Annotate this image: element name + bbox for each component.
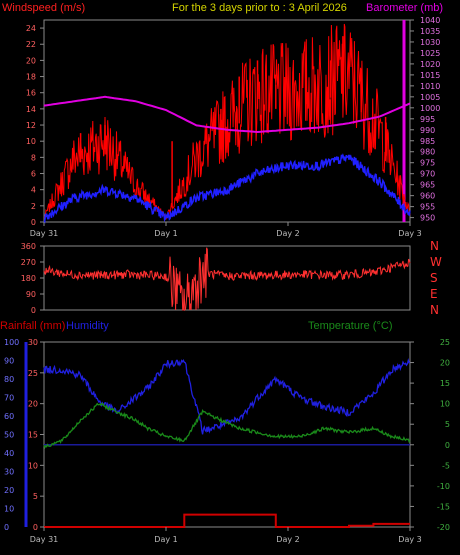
windspeed-tick-label: 4 xyxy=(31,186,36,195)
temperature-tick-label: 25 xyxy=(440,338,450,347)
temperature-tick-label: -10 xyxy=(437,482,450,491)
humidity-tick-label: 10 xyxy=(4,505,14,514)
windspeed-tick-label: 0 xyxy=(31,218,36,227)
rainfall-tick-label: 15 xyxy=(28,431,38,440)
barometer-tick-label: 1040 xyxy=(420,16,440,25)
rainfall-tick-label: 10 xyxy=(28,461,38,470)
temperature-tick-label: -20 xyxy=(437,523,450,532)
barometer-tick-label: 955 xyxy=(420,203,435,212)
temperature-line xyxy=(43,402,411,449)
compass-label-e: E xyxy=(430,287,438,301)
temperature-tick-label: -15 xyxy=(437,502,450,511)
wind-plot-frame xyxy=(43,19,411,223)
compass-label-s: S xyxy=(430,271,438,285)
compass-label-n: N xyxy=(430,303,439,317)
humidity-axis-label: Humidity xyxy=(66,320,109,332)
temperature-tick-label: -5 xyxy=(442,461,450,470)
compass-label-n: N xyxy=(430,239,439,253)
day-tick-label: Day 1 xyxy=(154,229,177,238)
windspeed-axis-label: Windspeed (m/s) xyxy=(2,2,85,14)
barometer-tick-label: 960 xyxy=(420,192,435,201)
rainfall-line xyxy=(44,513,410,528)
rainfall-tick-label: 20 xyxy=(28,400,38,409)
rainfall-tick-label: 30 xyxy=(28,338,38,347)
direction-tick-label: 90 xyxy=(26,290,36,299)
windspeed-average-line xyxy=(43,153,411,224)
direction-tick-label: 180 xyxy=(21,274,36,283)
day-tick-label: Day 2 xyxy=(276,535,299,544)
barometer-tick-label: 975 xyxy=(420,159,435,168)
rainfall-tick-label: 5 xyxy=(33,492,38,501)
windspeed-tick-label: 20 xyxy=(26,56,36,65)
rain-humidity-temperature-panel: 0102030405060708090100051015202530-20-15… xyxy=(4,338,450,544)
windspeed-gust-line xyxy=(43,23,411,221)
day-tick-label: Day 31 xyxy=(30,535,59,544)
windspeed-tick-label: 6 xyxy=(31,170,36,179)
day-tick-label: Day 2 xyxy=(276,229,299,238)
direction-tick-label: 270 xyxy=(21,258,36,267)
day-tick-label: Day 3 xyxy=(398,535,421,544)
rainfall-tick-label: 25 xyxy=(28,369,38,378)
temperature-tick-label: 15 xyxy=(440,379,450,388)
wind-direction-line xyxy=(43,247,411,312)
temperature-tick-label: 10 xyxy=(440,400,450,409)
barometer-tick-label: 995 xyxy=(420,115,435,124)
barometer-tick-label: 980 xyxy=(420,148,435,157)
barometer-tick-label: 985 xyxy=(420,137,435,146)
temperature-axis-label: Temperature (°C) xyxy=(308,320,392,332)
windspeed-tick-label: 16 xyxy=(26,89,36,98)
windspeed-tick-label: 8 xyxy=(31,153,36,162)
windspeed-tick-label: 12 xyxy=(26,121,36,130)
wind-barometer-panel: 0246810121416182022249509559609659709759… xyxy=(26,16,441,238)
barometer-tick-label: 1000 xyxy=(420,104,440,113)
barometer-tick-label: 950 xyxy=(420,214,435,223)
day-tick-label: Day 31 xyxy=(30,229,59,238)
barometer-tick-label: 1015 xyxy=(420,71,440,80)
temperature-tick-label: 20 xyxy=(440,359,450,368)
humidity-tick-label: 0 xyxy=(4,523,9,532)
barometer-tick-label: 990 xyxy=(420,126,435,135)
humidity-tick-label: 70 xyxy=(4,394,14,403)
barometer-tick-label: 1005 xyxy=(420,93,440,102)
barometer-tick-label: 970 xyxy=(420,170,435,179)
humidity-tick-label: 40 xyxy=(4,449,14,458)
humidity-tick-label: 60 xyxy=(4,412,14,421)
barometer-line xyxy=(43,95,411,134)
rainfall-axis-label: Rainfall (mm) xyxy=(0,320,65,332)
barometer-axis-label: Barometer (mb) xyxy=(366,2,443,14)
windspeed-tick-label: 18 xyxy=(26,73,36,82)
windspeed-tick-label: 10 xyxy=(26,137,36,146)
humidity-tick-label: 30 xyxy=(4,468,14,477)
barometer-tick-label: 1030 xyxy=(420,38,440,47)
humidity-tick-label: 50 xyxy=(4,431,14,440)
humidity-tick-label: 80 xyxy=(4,375,14,384)
compass-label-w: W xyxy=(430,255,442,269)
day-tick-label: Day 3 xyxy=(398,229,421,238)
temperature-tick-label: 0 xyxy=(445,441,450,450)
barometer-tick-label: 1020 xyxy=(420,60,440,69)
temperature-tick-label: 5 xyxy=(445,420,450,429)
day-tick-label: Day 1 xyxy=(154,535,177,544)
humidity-tick-label: 20 xyxy=(4,486,14,495)
humidity-tick-label: 90 xyxy=(4,357,14,366)
chart-title: For the 3 days prior to : 3 April 2026 xyxy=(172,2,347,14)
windspeed-tick-label: 24 xyxy=(26,24,36,33)
barometer-tick-label: 1010 xyxy=(420,82,440,91)
windspeed-tick-label: 2 xyxy=(31,202,36,211)
rainfall-tick-label: 0 xyxy=(33,523,38,532)
barometer-tick-label: 965 xyxy=(420,181,435,190)
windspeed-tick-label: 14 xyxy=(26,105,36,114)
barometer-tick-label: 1025 xyxy=(420,49,440,58)
direction-tick-label: 360 xyxy=(21,242,36,251)
windspeed-tick-label: 22 xyxy=(26,40,36,49)
barometer-tick-label: 1035 xyxy=(420,27,440,36)
direction-tick-label: 0 xyxy=(31,306,36,315)
humidity-tick-label: 100 xyxy=(4,338,19,347)
humidity-line xyxy=(43,357,411,435)
